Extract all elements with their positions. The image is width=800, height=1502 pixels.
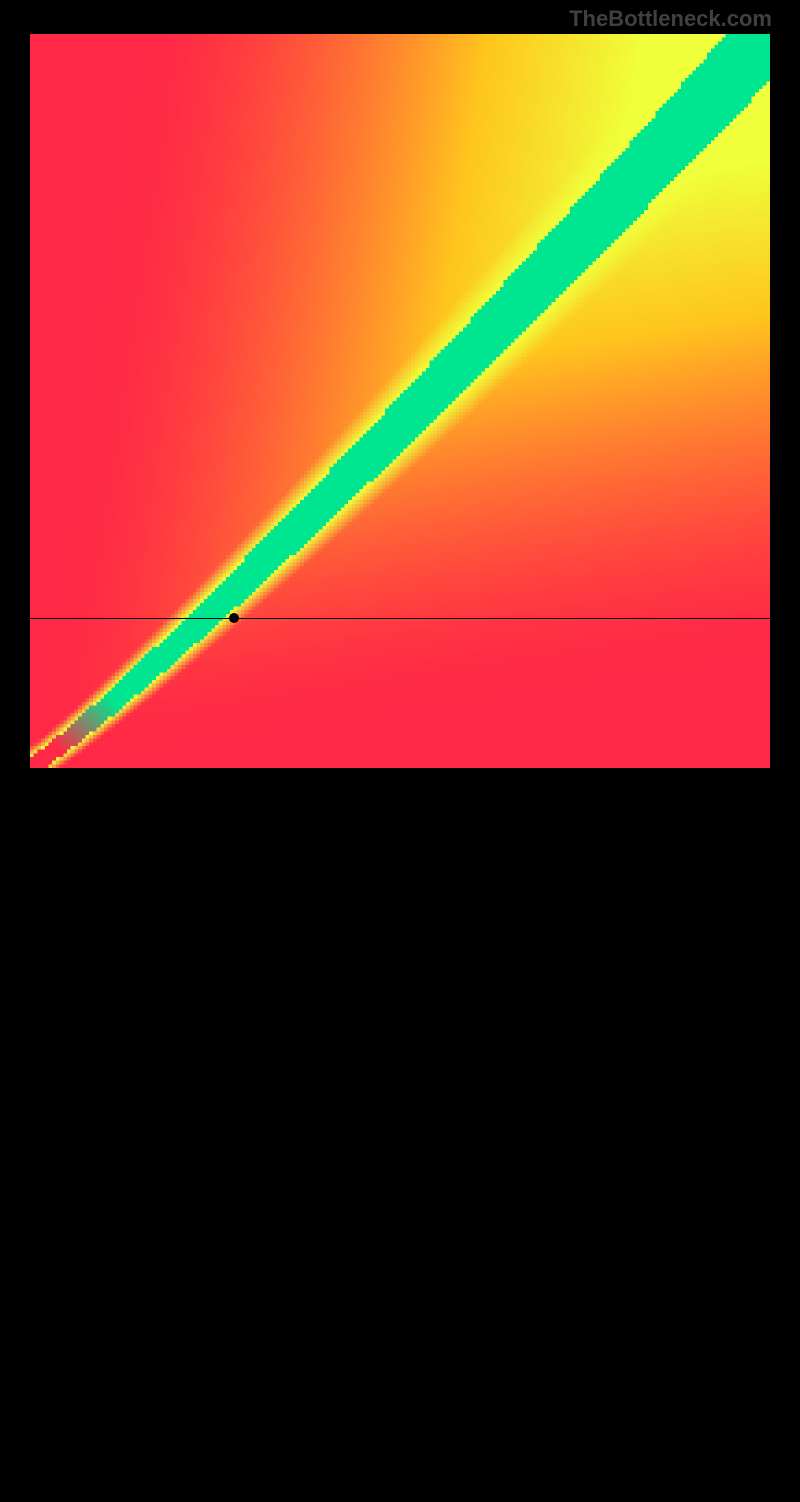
- watermark-text: TheBottleneck.com: [569, 6, 772, 32]
- heatmap-plot: [30, 34, 770, 768]
- heatmap-canvas: [30, 34, 770, 768]
- selected-point-marker: [229, 613, 239, 623]
- crosshair-vertical: [234, 768, 235, 1502]
- crosshair-horizontal: [30, 618, 770, 619]
